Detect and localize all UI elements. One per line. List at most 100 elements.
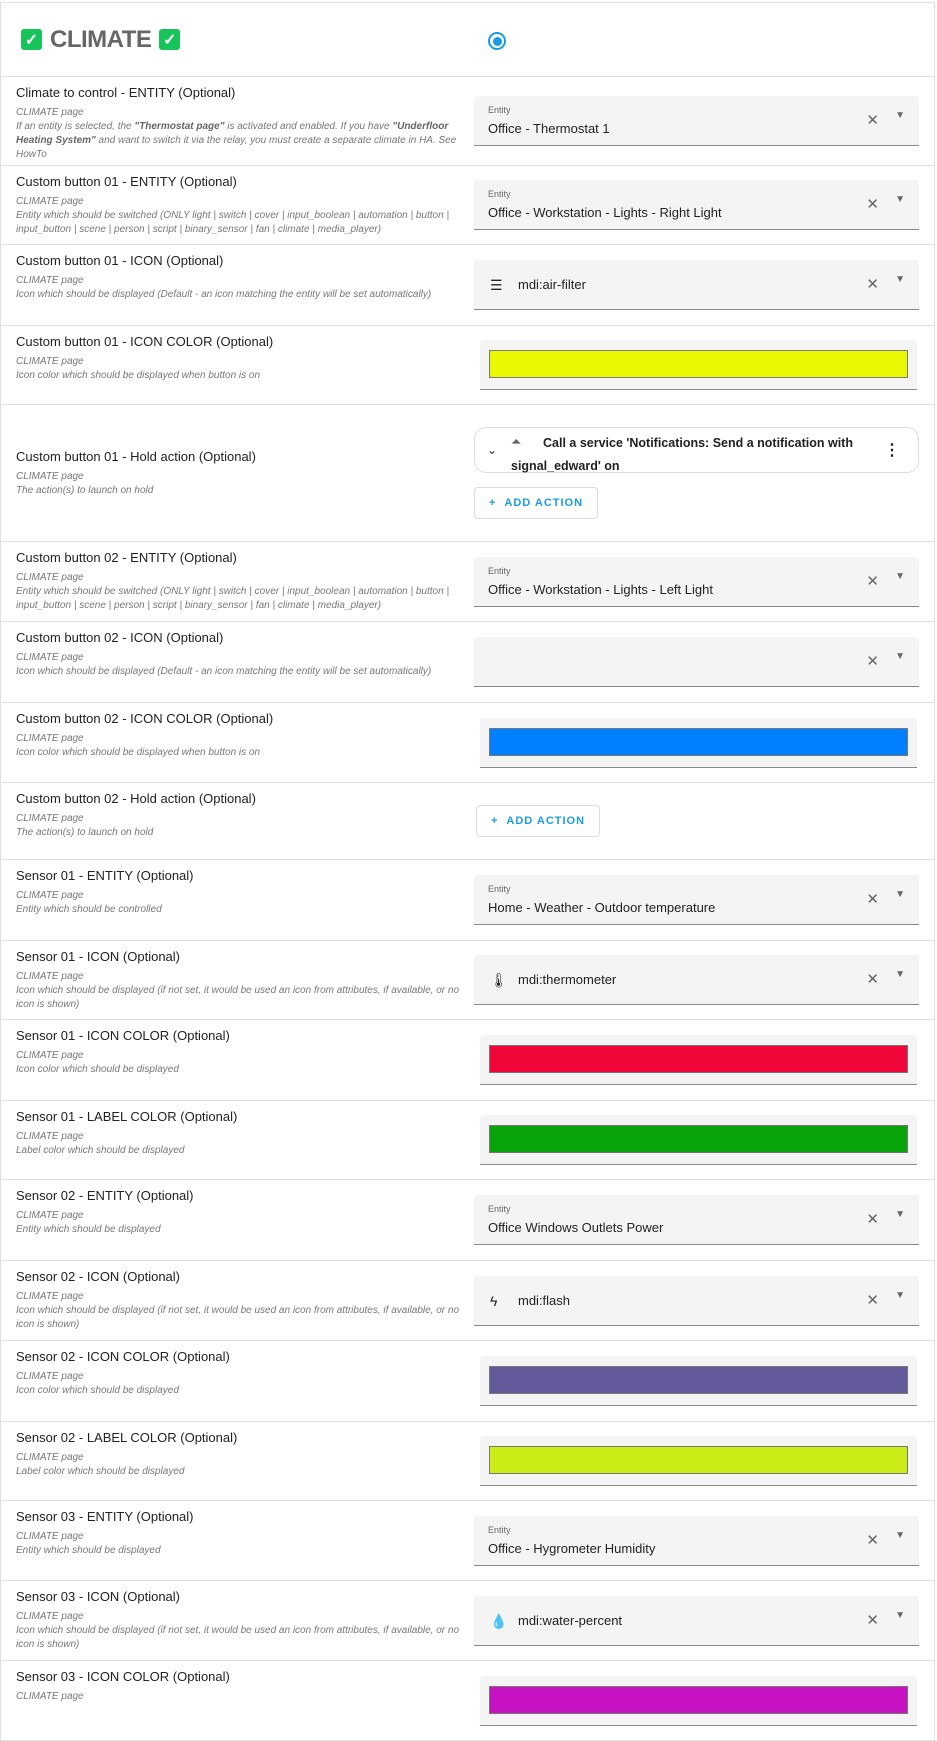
- clear-icon[interactable]: ✕: [866, 891, 879, 908]
- clear-icon[interactable]: ✕: [866, 196, 879, 213]
- section-title-text: CLIMATE: [50, 25, 152, 53]
- service-bell-icon: ⏶: [511, 434, 522, 449]
- clear-icon[interactable]: ✕: [866, 276, 879, 293]
- icon-picker[interactable]: 💧 mdi:water-percent ✕ ▼: [474, 1595, 919, 1646]
- clear-icon[interactable]: ✕: [866, 1211, 879, 1228]
- color-picker[interactable]: [480, 1675, 917, 1726]
- row-title: Sensor 01 - ENTITY (Optional): [16, 868, 194, 883]
- more-options-icon[interactable]: ⋮: [884, 442, 900, 459]
- config-row: Custom button 01 - ICON (Optional) CLIMA…: [1, 245, 934, 326]
- row-title: Custom button 01 - Hold action (Optional…: [16, 448, 256, 464]
- config-row: Custom button 01 - Hold action (Optional…: [1, 405, 934, 542]
- dropdown-arrow-icon[interactable]: ▼: [895, 1529, 905, 1541]
- row-description: Label color which should be displayed: [16, 1466, 185, 1477]
- row-description: Icon color which should be displayed: [16, 1064, 179, 1075]
- color-swatch[interactable]: [489, 350, 908, 378]
- color-picker[interactable]: [480, 1035, 917, 1085]
- color-swatch[interactable]: [489, 1685, 908, 1714]
- color-picker[interactable]: [480, 1436, 917, 1486]
- entity-picker[interactable]: Entity Home - Weather - Outdoor temperat…: [474, 875, 919, 925]
- section-radio[interactable]: [488, 32, 506, 50]
- config-row: Sensor 02 - ICON (Optional) CLIMATE page…: [1, 1261, 934, 1341]
- color-swatch[interactable]: [489, 1446, 908, 1474]
- row-title: Sensor 02 - LABEL COLOR (Optional): [16, 1430, 238, 1445]
- dropdown-arrow-icon[interactable]: ▼: [895, 1609, 905, 1621]
- row-description: Icon which should be displayed (if not s…: [16, 1625, 460, 1650]
- color-picker[interactable]: [480, 1356, 917, 1406]
- field-value: mdi:water-percent: [518, 1612, 623, 1628]
- clear-icon[interactable]: ✕: [866, 653, 879, 670]
- color-swatch[interactable]: [489, 1366, 908, 1394]
- entity-picker[interactable]: Entity Office - Workstation - Lights - L…: [474, 556, 919, 607]
- field-value: mdi:thermometer: [518, 972, 617, 987]
- row-description: Icon color which should be displayed: [16, 1385, 179, 1396]
- color-picker[interactable]: [480, 1115, 917, 1165]
- dropdown-arrow-icon[interactable]: ▼: [895, 194, 905, 205]
- dropdown-arrow-icon[interactable]: ▼: [895, 1289, 905, 1301]
- color-swatch[interactable]: [489, 1045, 908, 1073]
- row-description: Entity which should be controlled: [16, 904, 162, 915]
- clear-icon[interactable]: ✕: [866, 1291, 879, 1309]
- field-value: Office - Workstation - Lights - Right Li…: [488, 205, 722, 220]
- dropdown-arrow-icon[interactable]: ▼: [895, 651, 905, 662]
- dropdown-arrow-icon[interactable]: ▼: [895, 110, 905, 121]
- row-label-area: Custom button 02 - Hold action (Optional…: [1, 783, 476, 859]
- row-page: CLIMATE page: [16, 1452, 84, 1463]
- color-swatch[interactable]: [489, 727, 908, 756]
- icon-picker[interactable]: ✕ ▼: [474, 637, 919, 687]
- icon-picker[interactable]: ☰ mdi:air-filter ✕ ▼: [474, 260, 919, 310]
- row-label-area: Custom button 02 - ICON (Optional) CLIMA…: [1, 622, 474, 702]
- color-picker[interactable]: [480, 717, 917, 768]
- clear-icon[interactable]: ✕: [866, 1531, 879, 1549]
- icon-picker[interactable]: ϟ mdi:flash ✕ ▼: [474, 1275, 919, 1326]
- row-label-area: Sensor 01 - ICON COLOR (Optional) CLIMAT…: [1, 1020, 476, 1100]
- icon-picker[interactable]: 🌡 mdi:thermometer ✕ ▼: [474, 955, 919, 1005]
- row-page: CLIMATE page: [16, 813, 84, 824]
- dropdown-arrow-icon[interactable]: ▼: [895, 570, 905, 582]
- row-control: [476, 326, 934, 404]
- row-page: CLIMATE page: [16, 1531, 84, 1542]
- field-value: Home - Weather - Outdoor temperature: [488, 900, 716, 915]
- clear-icon[interactable]: ✕: [866, 971, 879, 988]
- entity-picker[interactable]: Entity Office - Thermostat 1 ✕ ▼: [474, 96, 919, 146]
- row-page: CLIMATE page: [16, 971, 84, 982]
- dropdown-arrow-icon[interactable]: ▼: [895, 969, 905, 980]
- dropdown-arrow-icon[interactable]: ▼: [895, 274, 905, 285]
- row-page: CLIMATE page: [16, 1210, 84, 1221]
- field-value: mdi:air-filter: [518, 277, 586, 292]
- config-row: Custom button 02 - ICON (Optional) CLIMA…: [1, 622, 934, 703]
- row-label-area: Sensor 03 - ICON COLOR (Optional) CLIMAT…: [1, 1661, 476, 1740]
- color-picker[interactable]: [480, 340, 917, 390]
- config-row: Sensor 03 - ICON (Optional) CLIMATE page…: [1, 1581, 934, 1661]
- dropdown-arrow-icon[interactable]: ▼: [895, 1209, 905, 1220]
- clear-icon[interactable]: ✕: [866, 112, 879, 129]
- add-action-button[interactable]: + ADD ACTION: [474, 487, 598, 519]
- chevron-down-icon[interactable]: ⌄: [487, 443, 498, 457]
- clear-icon[interactable]: ✕: [866, 572, 879, 590]
- action-item[interactable]: ⌄ ⏶ Call a service 'Notifications: Send …: [474, 427, 919, 473]
- entity-picker[interactable]: Entity Office Windows Outlets Power ✕ ▼: [474, 1195, 919, 1245]
- row-page: CLIMATE page: [16, 356, 84, 367]
- row-title: Custom button 02 - Hold action (Optional…: [16, 791, 256, 806]
- row-title: Sensor 01 - ICON COLOR (Optional): [16, 1028, 230, 1043]
- row-control: [476, 1020, 934, 1100]
- config-row: Custom button 02 - ENTITY (Optional) CLI…: [1, 542, 934, 622]
- row-control: Entity Office - Hygrometer Humidity ✕ ▼: [474, 1501, 934, 1580]
- row-control: [476, 1341, 934, 1421]
- row-page: CLIMATE page: [16, 1371, 84, 1382]
- field-label: Entity: [488, 884, 511, 894]
- config-row: Sensor 03 - ENTITY (Optional) CLIMATE pa…: [1, 1501, 934, 1581]
- color-swatch[interactable]: [489, 1125, 908, 1153]
- clear-icon[interactable]: ✕: [866, 1611, 879, 1629]
- dropdown-arrow-icon[interactable]: ▼: [895, 889, 905, 900]
- row-control: + ADD ACTION: [476, 783, 934, 859]
- row-control: [476, 1422, 934, 1500]
- section-title: ✓ CLIMATE ✓: [21, 25, 181, 54]
- row-title: Sensor 01 - LABEL COLOR (Optional): [16, 1109, 238, 1124]
- entity-picker[interactable]: Entity Office - Hygrometer Humidity ✕ ▼: [474, 1515, 919, 1566]
- add-action-button[interactable]: + ADD ACTION: [476, 805, 600, 837]
- check-icon: ✓: [21, 29, 42, 50]
- entity-picker[interactable]: Entity Office - Workstation - Lights - R…: [474, 180, 919, 230]
- row-description: Entity which should be displayed: [16, 1224, 161, 1235]
